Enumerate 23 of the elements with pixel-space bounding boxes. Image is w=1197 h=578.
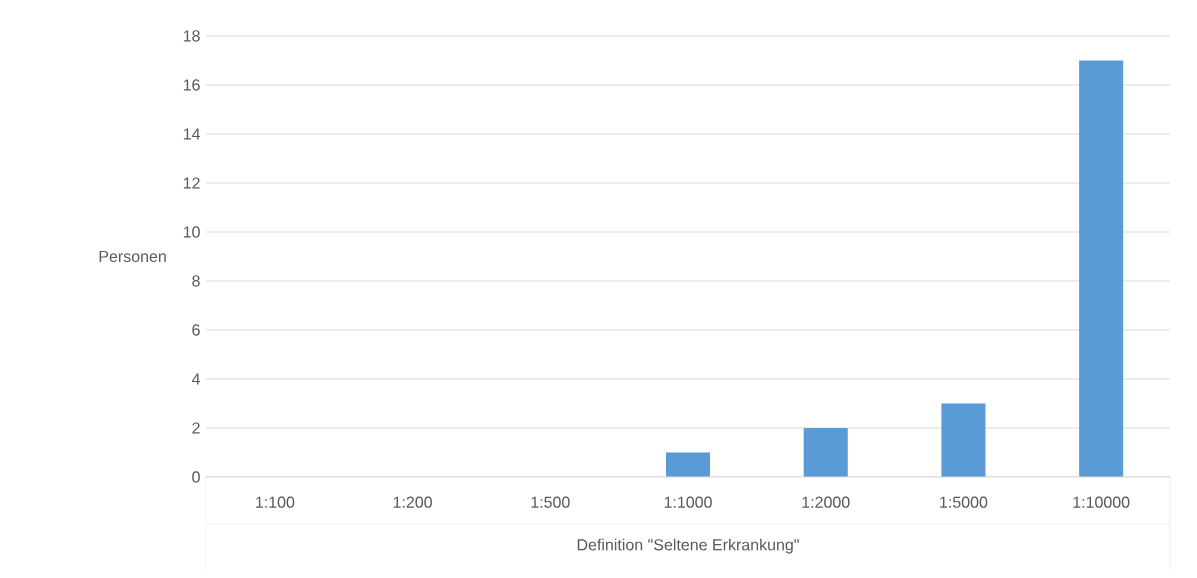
x-tick-label: 1:500 [531, 496, 570, 508]
y-tick-label: 8 [192, 275, 200, 287]
bar [941, 403, 986, 477]
y-tick-label: 12 [183, 177, 200, 189]
y-tick-label: 6 [192, 324, 200, 336]
x-tick-label: 1:1000 [664, 496, 712, 508]
x-tick-label: 1:200 [393, 496, 432, 508]
x-tick-label: 1:5000 [940, 496, 988, 508]
y-tick-label: 2 [192, 422, 200, 434]
x-axis-title: Definition "Seltene Erkrankung" [577, 538, 799, 554]
y-axis-title: Personen [99, 250, 166, 263]
bar [665, 452, 711, 477]
y-tick-label: 18 [183, 30, 200, 42]
bar [1079, 60, 1124, 477]
y-tick-label: 0 [192, 471, 200, 483]
y-tick-label: 16 [183, 79, 200, 91]
bar [803, 427, 848, 477]
x-tick-label: 1:2000 [802, 496, 850, 508]
y-tick-label: 4 [191, 373, 201, 385]
y-tick-label: 14 [183, 128, 201, 140]
x-tick-label: 1:10000 [1073, 496, 1130, 508]
x-tick-label: 1:100 [256, 496, 295, 508]
y-tick-label: 10 [183, 226, 200, 238]
